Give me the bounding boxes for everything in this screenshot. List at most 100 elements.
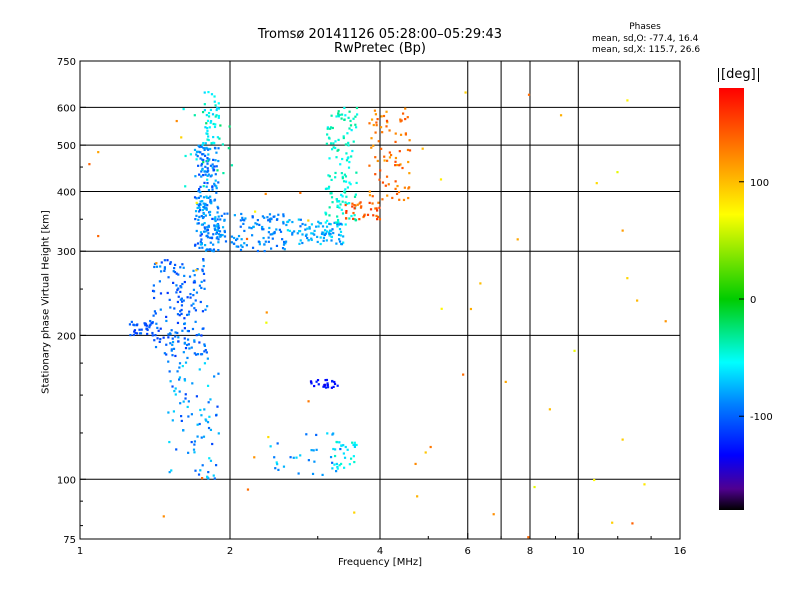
data-point	[206, 167, 209, 170]
data-point	[204, 230, 207, 233]
data-point	[394, 140, 397, 144]
data-point	[205, 114, 208, 117]
data-point	[350, 214, 353, 218]
data-point	[338, 441, 341, 444]
data-point	[202, 230, 206, 233]
data-point	[664, 320, 667, 323]
data-point	[354, 115, 357, 118]
data-point	[282, 240, 286, 244]
data-point	[239, 225, 242, 228]
data-point	[328, 234, 331, 237]
data-point	[368, 194, 372, 197]
data-point	[203, 204, 207, 207]
data-point	[197, 204, 200, 207]
data-point	[200, 238, 203, 241]
data-point	[207, 232, 210, 235]
data-point	[311, 472, 315, 476]
data-point	[203, 350, 206, 353]
data-point	[292, 456, 295, 459]
data-point	[396, 163, 399, 167]
data-point	[214, 159, 217, 162]
data-point	[335, 156, 338, 159]
data-point	[202, 259, 205, 262]
data-point	[385, 119, 389, 122]
data-point	[359, 206, 363, 209]
data-point	[621, 229, 624, 232]
data-point	[193, 279, 196, 283]
data-point	[201, 216, 205, 220]
data-point	[277, 468, 280, 472]
data-point	[321, 225, 325, 228]
data-point	[169, 380, 172, 383]
data-point	[384, 184, 387, 187]
data-point	[187, 329, 191, 333]
data-point	[206, 475, 209, 478]
data-point	[207, 471, 210, 474]
data-point	[188, 275, 192, 278]
data-point	[215, 165, 218, 168]
data-point	[235, 245, 238, 248]
data-point	[194, 299, 197, 302]
data-point	[187, 451, 190, 454]
data-point	[375, 209, 379, 212]
data-point	[194, 309, 198, 312]
data-point	[213, 199, 216, 202]
data-point	[573, 349, 576, 352]
data-point	[206, 147, 209, 150]
data-point	[336, 384, 339, 387]
data-point	[277, 213, 280, 216]
data-point	[193, 443, 196, 446]
data-point	[251, 246, 255, 249]
data-point	[267, 219, 270, 222]
data-point	[199, 234, 202, 237]
data-point	[332, 447, 335, 451]
data-point	[339, 447, 342, 451]
data-point	[172, 270, 175, 273]
data-point	[261, 215, 264, 218]
x-tick-label: 2	[227, 546, 233, 557]
data-point	[354, 126, 358, 129]
data-point	[261, 228, 264, 231]
data-point	[343, 190, 346, 193]
data-point	[217, 226, 221, 230]
data-point	[162, 515, 165, 518]
data-point	[194, 469, 197, 472]
data-point	[197, 333, 201, 336]
data-point	[192, 294, 195, 297]
data-point	[208, 210, 212, 214]
data-point	[317, 220, 320, 223]
data-point	[462, 373, 465, 376]
data-point	[159, 338, 162, 341]
data-point	[350, 155, 353, 158]
data-point	[344, 223, 347, 226]
data-point	[308, 226, 311, 229]
data-point	[155, 265, 159, 268]
data-point	[189, 292, 192, 296]
data-point	[212, 141, 215, 144]
data-point	[202, 212, 206, 215]
data-point	[202, 264, 205, 268]
data-point	[199, 408, 202, 412]
data-point	[230, 164, 234, 167]
data-point	[275, 218, 279, 221]
data-point	[209, 121, 212, 124]
data-point	[190, 304, 193, 307]
data-point	[194, 217, 197, 221]
data-point	[348, 217, 351, 220]
data-point	[183, 337, 186, 340]
data-point	[192, 281, 195, 284]
data-point	[346, 132, 349, 135]
data-point	[330, 196, 334, 199]
data-point	[175, 284, 178, 287]
data-point	[326, 386, 330, 389]
data-point	[469, 307, 473, 311]
data-point	[358, 202, 361, 205]
data-point	[325, 378, 329, 382]
data-point	[306, 227, 309, 230]
data-point	[375, 121, 378, 124]
data-point	[206, 421, 210, 424]
data-point	[243, 242, 246, 245]
data-point	[337, 114, 340, 117]
data-point	[414, 462, 417, 466]
data-point	[221, 143, 224, 146]
